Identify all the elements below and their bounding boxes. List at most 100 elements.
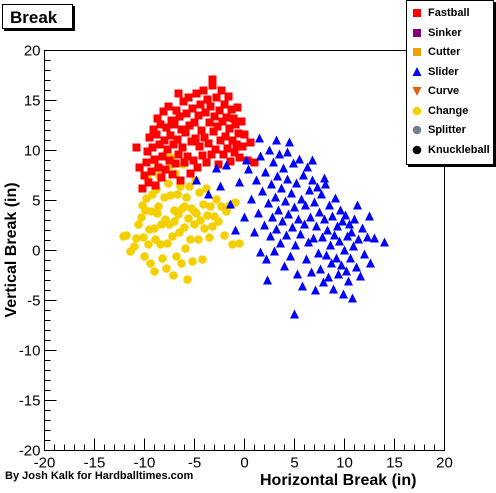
legend-item-slider: Slider xyxy=(411,63,459,81)
slider-point xyxy=(252,175,261,185)
x-tick-label: 10 xyxy=(336,455,353,472)
fastball-point xyxy=(220,100,229,109)
legend: Fastball Sinker Cutter Slider Curve Change Spl… xyxy=(406,0,494,165)
legend-label: Fastball xyxy=(428,7,470,19)
slider-point xyxy=(348,293,357,303)
fastball-point xyxy=(186,169,195,178)
change-point xyxy=(163,239,172,248)
slider-point xyxy=(332,253,341,263)
legend-item-sinker: Sinker xyxy=(411,24,462,42)
slider-point xyxy=(288,222,297,232)
fastball-point xyxy=(165,156,174,165)
slider-point xyxy=(261,167,270,177)
slider-point xyxy=(336,205,345,215)
slider-point xyxy=(302,254,311,264)
slider-point xyxy=(269,157,278,167)
fastball-point xyxy=(179,97,188,106)
fastball-point xyxy=(159,107,168,116)
fastball-point xyxy=(212,93,221,102)
slider-point xyxy=(354,234,363,244)
slider-point xyxy=(322,250,331,260)
change-point xyxy=(181,244,190,253)
slider-point xyxy=(262,254,271,264)
fastball-point xyxy=(203,95,212,104)
slider-point xyxy=(308,155,317,165)
slider-point xyxy=(267,179,276,189)
x-tick-label: -10 xyxy=(134,455,156,472)
slider-point xyxy=(346,253,355,263)
fastball-point xyxy=(173,135,182,144)
slider-point xyxy=(256,151,265,161)
slider-point xyxy=(293,269,302,279)
fastball-point xyxy=(155,140,164,149)
fastball-point xyxy=(144,178,153,187)
legend-label: Slider xyxy=(428,65,459,78)
fastball-point xyxy=(208,75,217,84)
slider-point xyxy=(358,223,367,233)
change-point xyxy=(180,223,189,232)
y-tick-label: -20 xyxy=(19,443,41,460)
slider-point xyxy=(366,258,375,268)
fastball-point xyxy=(221,132,230,141)
slider-point xyxy=(318,232,327,242)
slider-point xyxy=(235,177,244,187)
slider-point xyxy=(350,214,359,224)
change-point xyxy=(220,231,229,240)
slider-point xyxy=(344,276,353,286)
change-point xyxy=(144,240,153,249)
fastball-point xyxy=(162,123,171,132)
slider-point xyxy=(300,219,309,229)
slider-point xyxy=(260,220,269,230)
slider-point xyxy=(331,193,340,203)
slider-point xyxy=(320,214,329,224)
slider-point xyxy=(313,182,322,192)
fastball-point xyxy=(231,120,240,129)
chart-title: Break xyxy=(2,4,73,29)
fastball-point xyxy=(229,114,238,123)
fastball-point xyxy=(174,150,183,159)
slider-point xyxy=(347,227,356,237)
slider-point xyxy=(277,183,286,193)
fastball-point xyxy=(216,136,225,145)
fastball-point xyxy=(201,108,210,117)
legend-marker-shape xyxy=(412,87,422,96)
slider-point xyxy=(254,208,263,218)
slider-point xyxy=(304,237,313,247)
y-tick-label: -5 xyxy=(27,293,40,310)
change-point xyxy=(198,255,207,264)
slider-point xyxy=(282,230,291,240)
slider-point xyxy=(337,260,346,270)
y-tick-label: -10 xyxy=(19,343,41,360)
change-point xyxy=(228,240,237,249)
fastball-point xyxy=(184,93,193,102)
slider-point xyxy=(273,171,282,181)
slider-point xyxy=(272,224,281,234)
slider-point xyxy=(222,160,231,170)
slider-point xyxy=(292,178,301,188)
slider-point xyxy=(294,214,303,224)
slider-point xyxy=(324,272,333,282)
fastball-point xyxy=(140,171,149,180)
fastball-point xyxy=(169,140,178,149)
fastball-point xyxy=(215,106,224,115)
fastball-point xyxy=(189,156,198,165)
change-point xyxy=(188,257,197,266)
fastball-point xyxy=(198,151,207,160)
fastball-point xyxy=(132,143,141,152)
slider-point xyxy=(276,238,285,248)
change-point xyxy=(130,242,139,251)
change-point xyxy=(173,190,182,199)
x-tick-label: 15 xyxy=(386,455,403,472)
fastball-point xyxy=(161,165,170,174)
change-point xyxy=(162,264,171,273)
change-point xyxy=(154,202,163,211)
fastball-point xyxy=(178,143,187,152)
fastball-point xyxy=(217,86,226,95)
slider-point xyxy=(258,186,267,196)
legend-item-curve: Curve xyxy=(411,82,459,100)
slider-point xyxy=(323,225,332,235)
x-tick-label: -15 xyxy=(84,455,106,472)
legend-item-cutter: Cutter xyxy=(411,43,460,61)
legend-marker xyxy=(413,9,421,17)
slider-point xyxy=(286,251,295,261)
